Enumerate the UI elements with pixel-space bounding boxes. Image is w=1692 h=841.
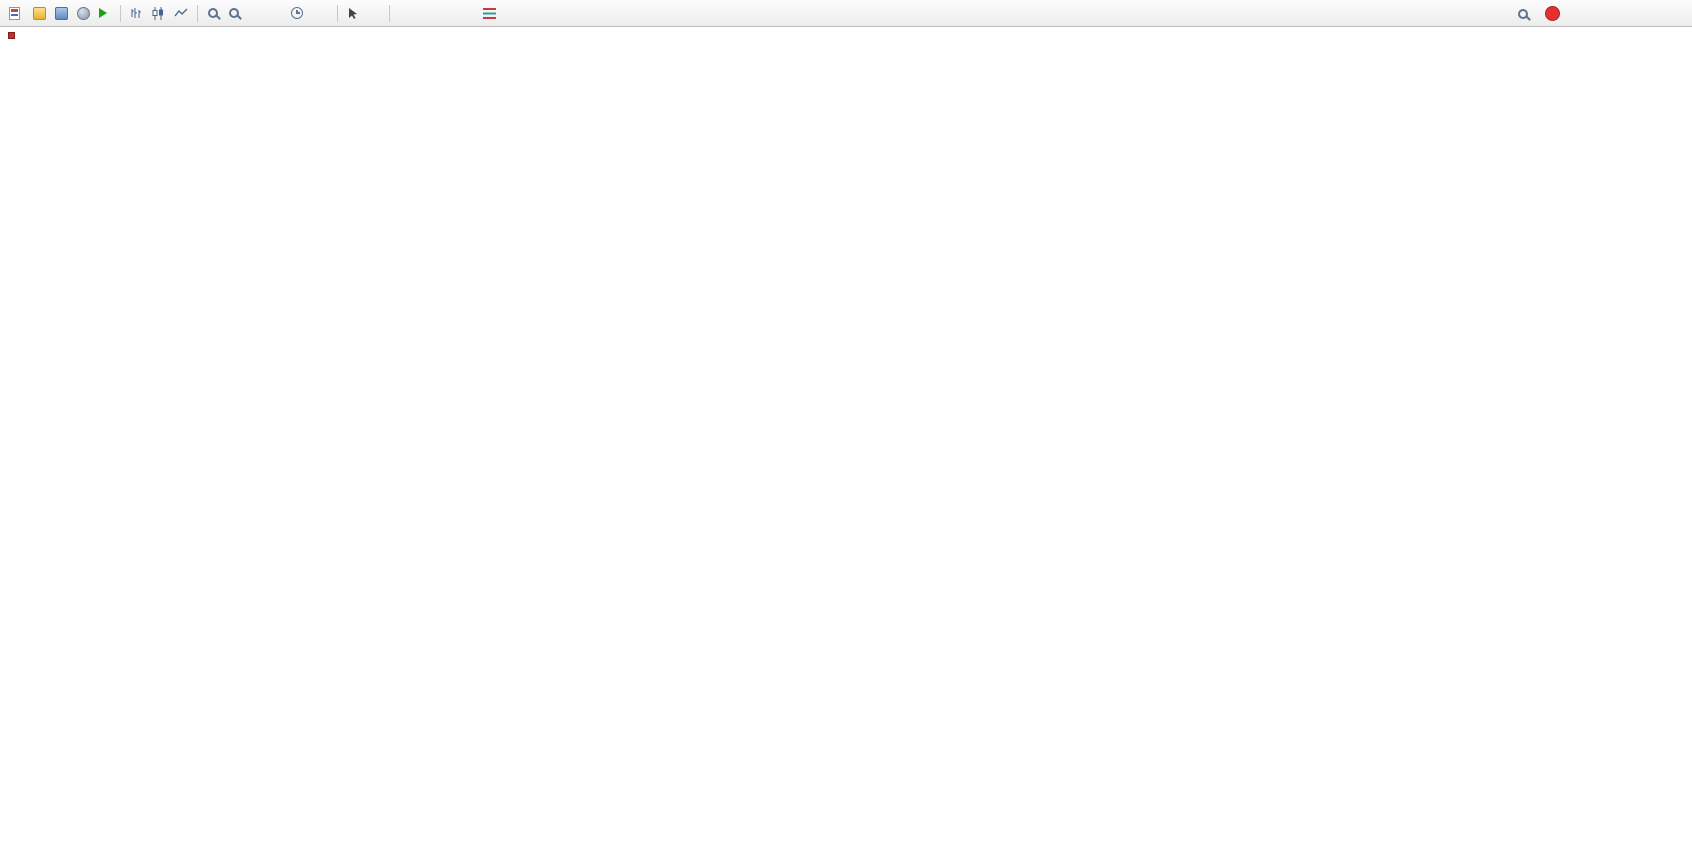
autotrade-button[interactable]: [95, 2, 115, 24]
line-chart-icon: [174, 8, 188, 17]
zoom-in-icon: [208, 8, 218, 18]
macd-indicator-label: [8, 600, 16, 611]
new-order-button[interactable]: [5, 2, 28, 24]
main-toolbar: [0, 0, 1692, 27]
new-chart-button[interactable]: [266, 2, 286, 24]
autotrade-play-icon: [99, 8, 107, 18]
symbol-ohlc-line: [8, 32, 19, 39]
fibonacci-button[interactable]: [479, 2, 500, 24]
wizard-button[interactable]: [29, 2, 50, 24]
rsi-indicator-label: [8, 690, 12, 701]
notification-badge[interactable]: [1545, 6, 1560, 21]
period-button[interactable]: [287, 2, 311, 24]
clock-icon: [291, 7, 303, 19]
wizard-icon: [33, 6, 46, 20]
toolbar-separator: [337, 4, 338, 22]
symbol-icon: [8, 32, 15, 39]
bar-chart-button[interactable]: [126, 2, 147, 24]
toolbar-right-group: [1513, 0, 1560, 27]
cursor-button[interactable]: [343, 2, 363, 24]
new-order-icon: [9, 6, 20, 20]
arrows-button[interactable]: [543, 2, 563, 24]
toolbar-separator: [120, 4, 121, 22]
candlestick-button[interactable]: [148, 2, 169, 24]
market-button[interactable]: [73, 2, 94, 24]
profile-button[interactable]: [51, 2, 72, 24]
channel-button[interactable]: [458, 2, 478, 24]
trendline-button[interactable]: [437, 2, 457, 24]
crosshair-button[interactable]: [364, 2, 384, 24]
profile-icon: [55, 6, 68, 20]
search-icon: [1518, 8, 1528, 19]
vertical-line-button[interactable]: [395, 2, 415, 24]
toolbar-separator: [389, 4, 390, 22]
cursor-icon: [349, 7, 357, 19]
zoom-out-icon: [229, 8, 239, 18]
market-icon: [77, 6, 90, 20]
line-chart-button[interactable]: [170, 2, 192, 24]
zoom-out-button[interactable]: [224, 2, 244, 24]
text-button[interactable]: [501, 2, 521, 24]
indicators-button[interactable]: [312, 2, 332, 24]
zoom-in-button[interactable]: [203, 2, 223, 24]
label-button[interactable]: [522, 2, 542, 24]
horizontal-line-button[interactable]: [416, 2, 436, 24]
tile-windows-button[interactable]: [245, 2, 265, 24]
candlestick-icon: [152, 6, 163, 20]
search-button[interactable]: [1513, 3, 1533, 25]
fibonacci-icon: [483, 7, 496, 19]
toolbar-separator: [197, 4, 198, 22]
bar-chart-icon: [131, 8, 141, 18]
